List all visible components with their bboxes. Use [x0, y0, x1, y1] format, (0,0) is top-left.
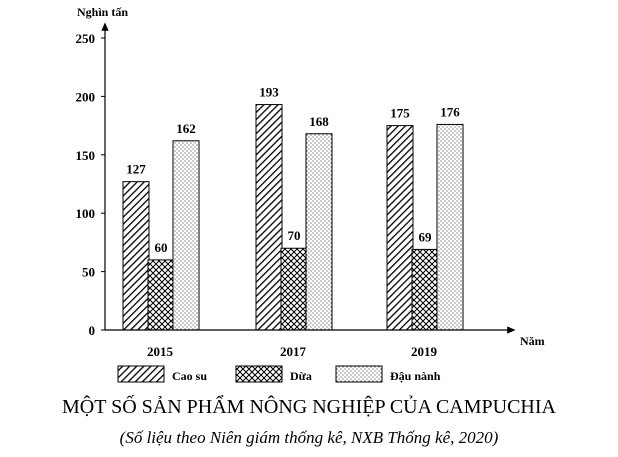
legend: Cao su Dừa Đậu nành: [117, 365, 441, 383]
x-category-label: 2017: [280, 344, 307, 359]
x-axis-title: Năm: [520, 334, 545, 348]
legend-label: Đậu nành: [390, 369, 441, 383]
data-label: 175: [390, 106, 410, 121]
bar-cross-hatch-2019: [411, 248, 439, 331]
bar-cross-hatch-2015: [147, 259, 175, 331]
bars: [122, 104, 464, 331]
data-label: 168: [309, 114, 329, 129]
chart-title: MỘT SỐ SẢN PHẨM NÔNG NGHIỆP CỦA CAMPUCHI…: [62, 394, 557, 418]
y-tick-label: 0: [89, 323, 96, 338]
legend-swatch: [335, 365, 383, 383]
y-tick-label: 50: [82, 265, 95, 280]
bar-dots-2019: [436, 123, 464, 331]
y-axis-title: Nghìn tấn: [77, 5, 128, 19]
bar-dots-2015: [172, 140, 200, 331]
bar-diagonal-hatch-2019: [386, 125, 414, 331]
legend-label: Dừa: [290, 369, 312, 383]
legend-swatch: [117, 365, 165, 383]
legend-swatch: [235, 365, 283, 383]
y-tick-label: 150: [76, 148, 96, 163]
legend-label: Cao su: [172, 369, 207, 383]
data-label: 60: [155, 240, 168, 255]
bar-dots-2017: [305, 133, 333, 331]
data-label: 127: [126, 162, 146, 177]
y-tick-label: 250: [76, 31, 96, 46]
data-label: 193: [259, 85, 279, 100]
x-category-label: 2019: [411, 344, 438, 359]
bar-diagonal-hatch-2015: [122, 181, 150, 331]
bar-cross-hatch-2017: [280, 247, 308, 331]
data-labels: 127 193 175 60 70 69 162 168 176: [126, 85, 460, 255]
y-axis-ticks: 0 50 100 150 200 250: [76, 31, 105, 338]
data-label: 70: [288, 228, 301, 243]
x-category-label: 2015: [147, 344, 174, 359]
x-axis-categories: 2015 2017 2019: [147, 344, 438, 359]
y-tick-label: 200: [76, 89, 96, 104]
data-label: 69: [419, 229, 433, 244]
chart-subtitle: (Số liệu theo Niên giám thống kê, NXB Th…: [120, 428, 499, 447]
data-label: 176: [440, 104, 460, 119]
bar-diagonal-hatch-2017: [255, 104, 283, 331]
data-label: 162: [176, 121, 196, 136]
y-tick-label: 100: [76, 206, 96, 221]
